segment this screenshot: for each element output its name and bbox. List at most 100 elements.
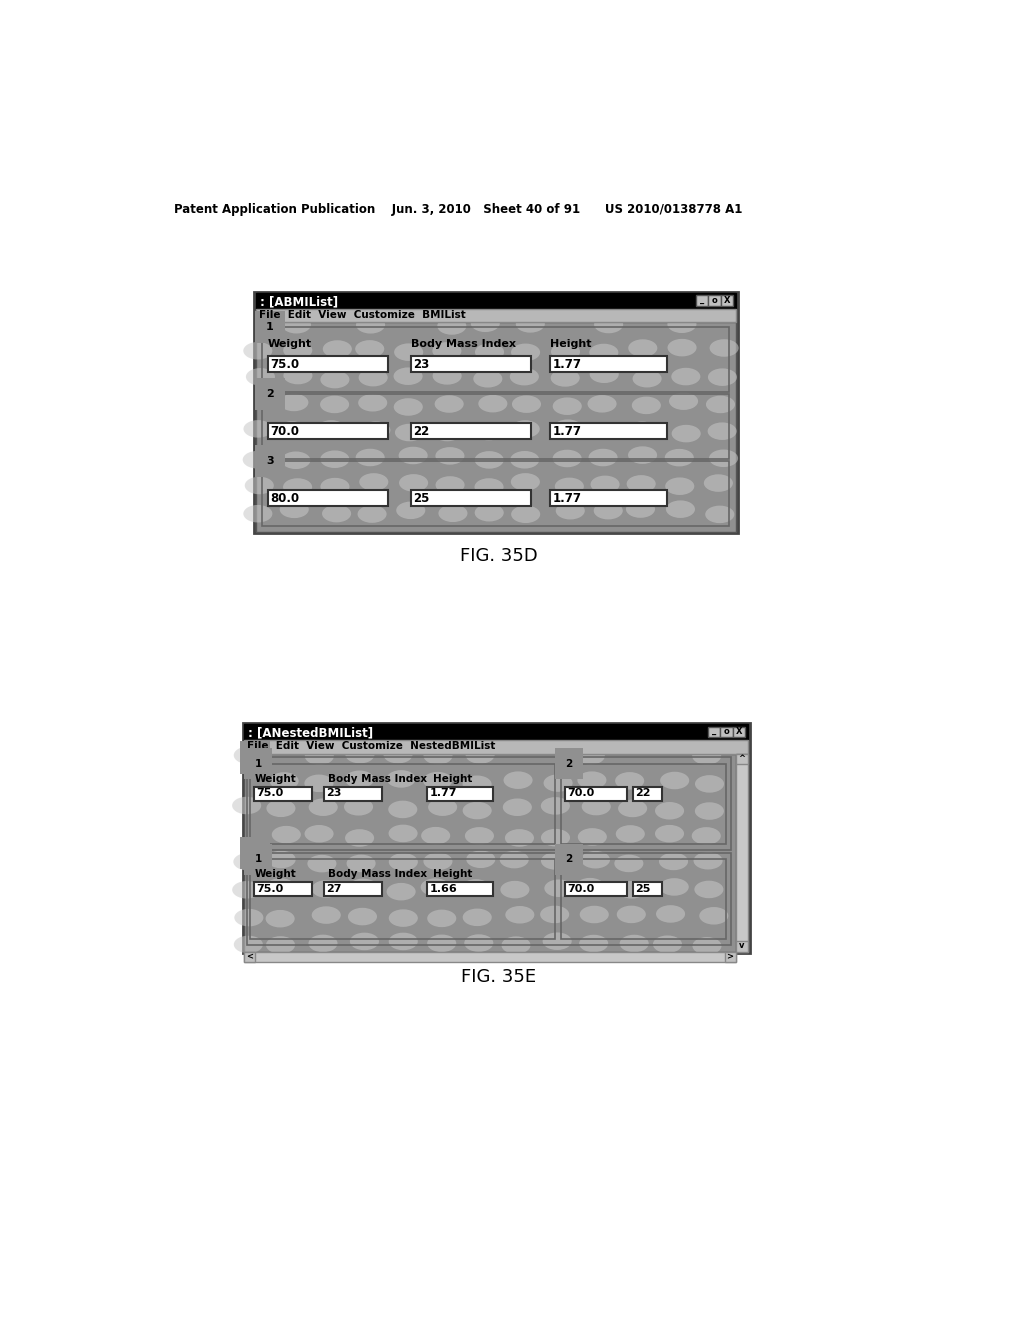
Ellipse shape bbox=[653, 936, 682, 953]
Text: _: _ bbox=[712, 727, 716, 737]
Ellipse shape bbox=[626, 500, 655, 517]
Text: Patent Application Publication    Jun. 3, 2010   Sheet 40 of 91      US 2010/013: Patent Application Publication Jun. 3, 2… bbox=[174, 203, 742, 216]
Text: 1: 1 bbox=[254, 854, 261, 865]
Ellipse shape bbox=[694, 880, 723, 898]
Text: FIG. 35D: FIG. 35D bbox=[460, 548, 538, 565]
Ellipse shape bbox=[232, 797, 261, 814]
Ellipse shape bbox=[355, 449, 385, 466]
Ellipse shape bbox=[541, 829, 570, 846]
Bar bbox=[735, 754, 748, 952]
Ellipse shape bbox=[265, 909, 295, 928]
Ellipse shape bbox=[695, 803, 724, 820]
Text: File  Edit  View  Customize  BMIList: File Edit View Customize BMIList bbox=[259, 310, 466, 319]
Ellipse shape bbox=[438, 504, 468, 521]
Text: _: _ bbox=[700, 296, 705, 305]
Bar bbox=[245, 952, 255, 962]
Ellipse shape bbox=[615, 825, 645, 842]
Ellipse shape bbox=[627, 475, 655, 492]
Text: 1: 1 bbox=[254, 759, 261, 768]
Ellipse shape bbox=[516, 315, 545, 333]
Text: Weight: Weight bbox=[255, 774, 297, 784]
Ellipse shape bbox=[348, 879, 378, 896]
Text: 1.77: 1.77 bbox=[553, 425, 582, 438]
Ellipse shape bbox=[504, 771, 532, 789]
Bar bbox=[550, 356, 667, 372]
Ellipse shape bbox=[582, 797, 610, 816]
Ellipse shape bbox=[709, 450, 738, 467]
Ellipse shape bbox=[594, 315, 624, 333]
Ellipse shape bbox=[553, 450, 582, 467]
Ellipse shape bbox=[511, 473, 540, 491]
Ellipse shape bbox=[474, 478, 504, 496]
Ellipse shape bbox=[692, 937, 722, 954]
Ellipse shape bbox=[672, 368, 700, 385]
Bar bbox=[735, 754, 748, 764]
Ellipse shape bbox=[344, 799, 373, 816]
Bar bbox=[251, 859, 555, 940]
Ellipse shape bbox=[620, 935, 649, 952]
Ellipse shape bbox=[708, 368, 737, 385]
Ellipse shape bbox=[361, 421, 390, 440]
Ellipse shape bbox=[435, 447, 465, 465]
Ellipse shape bbox=[396, 502, 425, 519]
Ellipse shape bbox=[511, 420, 540, 438]
Bar bbox=[411, 490, 531, 506]
Text: o: o bbox=[723, 727, 729, 737]
Ellipse shape bbox=[465, 828, 494, 845]
Ellipse shape bbox=[659, 853, 688, 870]
Ellipse shape bbox=[427, 909, 457, 927]
Ellipse shape bbox=[665, 449, 694, 466]
Text: 2: 2 bbox=[266, 389, 273, 399]
Ellipse shape bbox=[421, 878, 450, 896]
Ellipse shape bbox=[474, 422, 504, 441]
Ellipse shape bbox=[464, 935, 494, 952]
Bar bbox=[262, 327, 729, 392]
Ellipse shape bbox=[501, 880, 529, 899]
Bar bbox=[262, 395, 729, 459]
Bar bbox=[254, 882, 312, 896]
Ellipse shape bbox=[659, 878, 689, 896]
Ellipse shape bbox=[308, 935, 338, 952]
Ellipse shape bbox=[278, 421, 306, 438]
Ellipse shape bbox=[672, 425, 700, 442]
Ellipse shape bbox=[359, 473, 388, 491]
Ellipse shape bbox=[437, 317, 466, 335]
Ellipse shape bbox=[708, 422, 736, 440]
Ellipse shape bbox=[692, 828, 721, 845]
Bar bbox=[324, 882, 382, 896]
Ellipse shape bbox=[266, 878, 295, 896]
Ellipse shape bbox=[424, 747, 453, 764]
Ellipse shape bbox=[244, 506, 272, 523]
Ellipse shape bbox=[575, 747, 605, 764]
Ellipse shape bbox=[395, 424, 424, 441]
Text: 22: 22 bbox=[414, 425, 429, 438]
Ellipse shape bbox=[432, 342, 462, 359]
Bar bbox=[725, 952, 735, 962]
Bar bbox=[550, 490, 667, 506]
Text: o: o bbox=[712, 296, 718, 305]
Ellipse shape bbox=[308, 799, 338, 816]
Ellipse shape bbox=[580, 906, 609, 923]
Text: 22: 22 bbox=[635, 788, 650, 799]
Text: Weight: Weight bbox=[255, 869, 297, 879]
Ellipse shape bbox=[387, 883, 416, 900]
Text: X: X bbox=[735, 727, 742, 737]
Bar bbox=[324, 787, 382, 800]
Ellipse shape bbox=[304, 825, 334, 842]
Bar bbox=[267, 490, 388, 506]
Ellipse shape bbox=[544, 775, 572, 792]
Bar bbox=[254, 787, 312, 800]
Text: Height: Height bbox=[432, 869, 472, 879]
Ellipse shape bbox=[511, 343, 540, 362]
Bar bbox=[565, 787, 627, 800]
Text: 1.77: 1.77 bbox=[553, 358, 582, 371]
Bar bbox=[254, 292, 738, 533]
Bar bbox=[721, 296, 733, 306]
Ellipse shape bbox=[655, 825, 684, 842]
Ellipse shape bbox=[323, 341, 352, 358]
Ellipse shape bbox=[556, 502, 585, 520]
Ellipse shape bbox=[266, 800, 296, 817]
Ellipse shape bbox=[394, 343, 423, 360]
Ellipse shape bbox=[304, 775, 334, 792]
Text: 27: 27 bbox=[327, 884, 342, 894]
